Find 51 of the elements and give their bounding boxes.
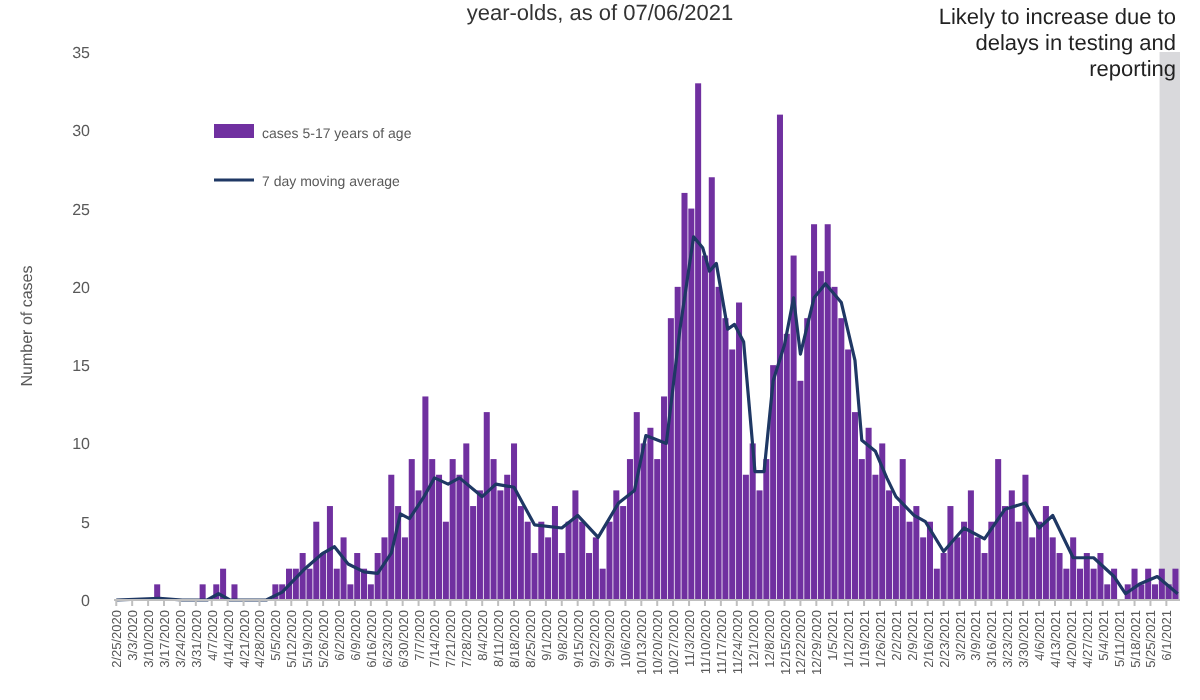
bar [388, 474, 395, 600]
y-tick-label: 5 [81, 513, 92, 532]
bar [1008, 490, 1015, 600]
bar [695, 83, 702, 600]
bar [995, 459, 1002, 600]
bar [899, 459, 906, 600]
bar [354, 553, 361, 600]
bar [879, 443, 886, 600]
y-tick-label: 0 [81, 592, 92, 610]
y-tick-label: 10 [72, 435, 92, 454]
bar [913, 506, 920, 600]
bar [1042, 506, 1049, 600]
bar [681, 192, 688, 600]
bar [422, 396, 429, 600]
bar [865, 427, 872, 600]
bar [572, 490, 579, 600]
bar [1022, 474, 1029, 600]
bar [340, 537, 347, 600]
y-axis-title: Number of cases [18, 265, 36, 387]
bar [824, 224, 831, 600]
bar [592, 537, 599, 600]
bar [947, 506, 954, 600]
bar [463, 443, 470, 600]
bar [790, 255, 797, 600]
bar [313, 521, 320, 600]
chart-title: year-olds, as of 07/06/2021 [466, 2, 734, 26]
bar [538, 521, 545, 600]
bar [708, 177, 715, 600]
band-label: Likely to increase due to delays in testing and reporting [938, 6, 1176, 82]
bar [449, 459, 456, 600]
bar [1083, 553, 1090, 600]
bar [633, 412, 640, 600]
bar [483, 412, 490, 600]
y-tick-label: 25 [72, 200, 92, 219]
y-tick-label: 35 [72, 44, 92, 62]
bar [967, 490, 974, 600]
bar [647, 427, 654, 600]
line-series [114, 235, 1180, 602]
y-tick-label: 20 [72, 278, 92, 297]
bar [811, 224, 818, 600]
bar [613, 490, 620, 600]
bar [776, 114, 783, 600]
y-tick-label: 30 [72, 122, 92, 141]
bar [326, 506, 333, 600]
bar [551, 506, 558, 600]
y-tick-label: 15 [72, 357, 92, 376]
bar [511, 443, 518, 600]
bar [408, 459, 415, 600]
bar [1070, 537, 1077, 600]
bar [736, 302, 743, 600]
bar [926, 521, 933, 600]
